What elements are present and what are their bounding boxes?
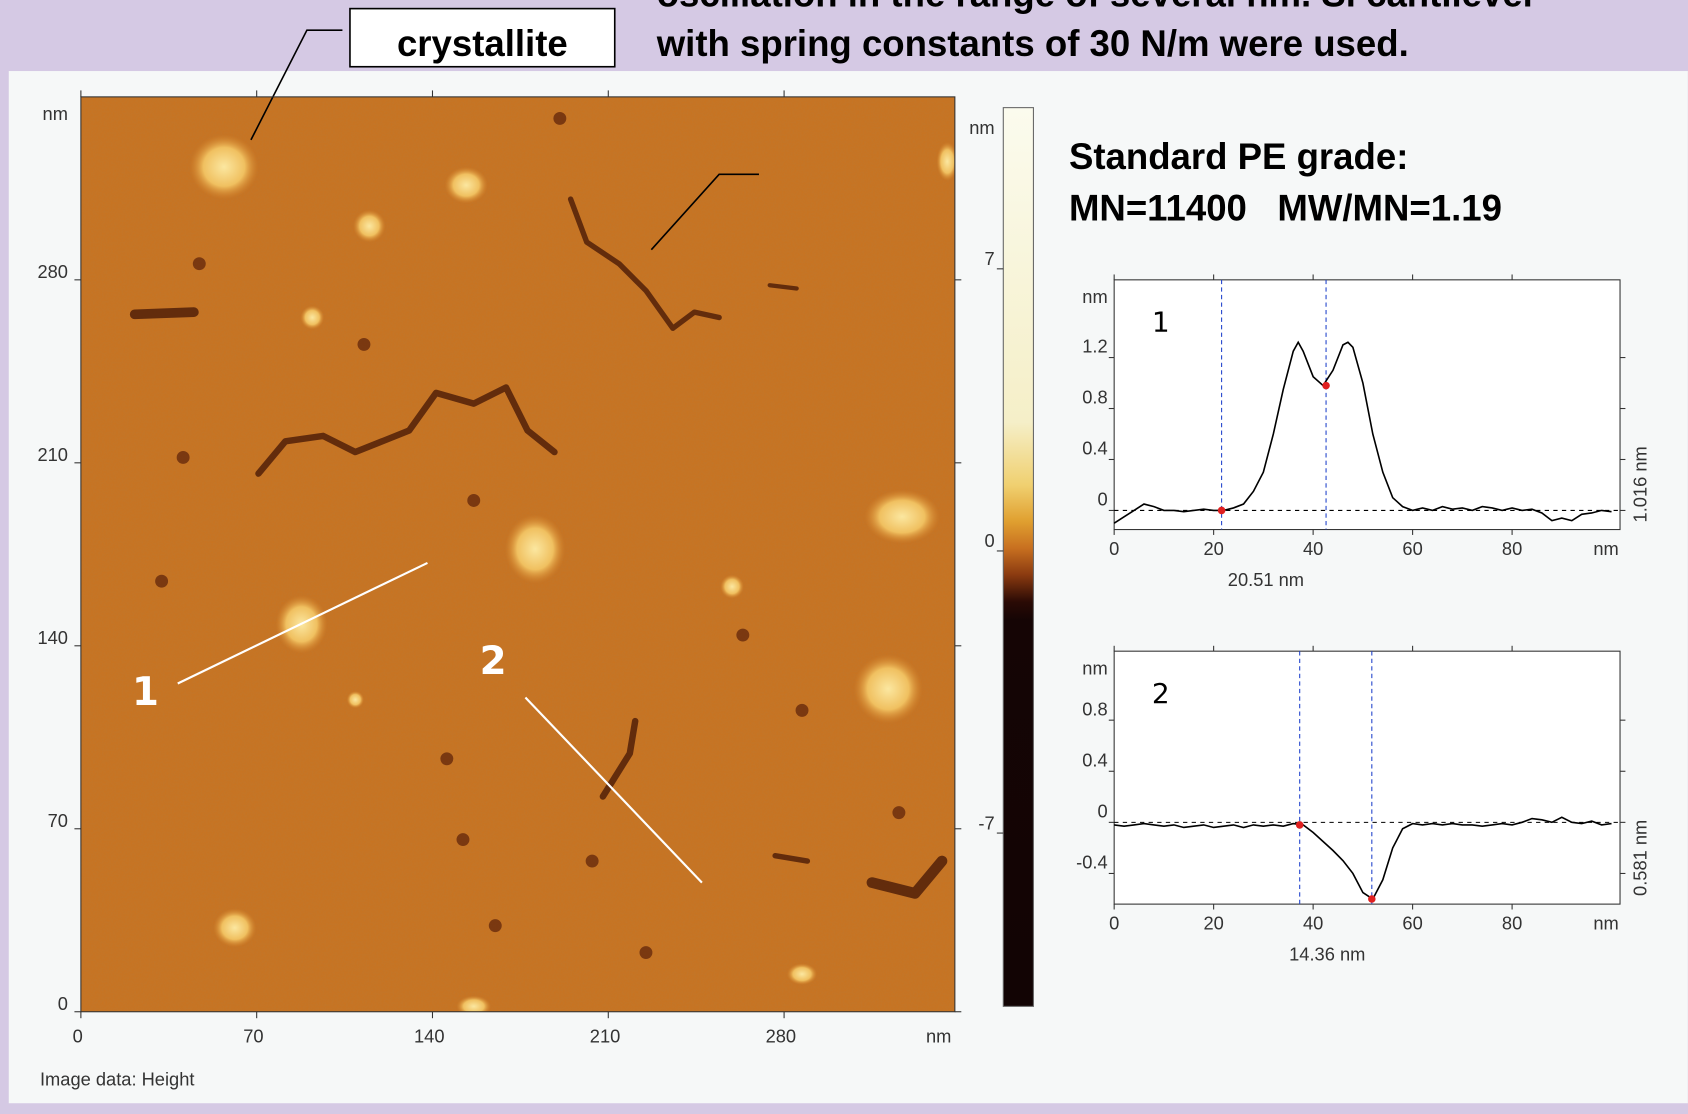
- x-tick-label: 20: [1203, 538, 1223, 559]
- crystallite-feature: [854, 654, 923, 723]
- dark-feature: [357, 338, 370, 351]
- y-unit: nm: [43, 103, 68, 124]
- callout-label: crystallite: [397, 23, 568, 64]
- crystallite-feature: [505, 514, 565, 583]
- x-tick-label: 0: [1109, 538, 1119, 559]
- x-tick-label: 0: [1109, 912, 1119, 933]
- dark-feature: [467, 494, 480, 507]
- crystallite-feature: [213, 908, 256, 947]
- y-tick-label: 0.4: [1082, 749, 1107, 770]
- crystallite-feature: [353, 210, 385, 242]
- panel-label: 1: [1152, 306, 1170, 339]
- dark-feature: [892, 806, 905, 819]
- y-tick-label: 0.8: [1082, 387, 1107, 408]
- y-unit: nm: [1082, 286, 1107, 307]
- colorbar-unit: nm: [969, 117, 994, 138]
- header-text: oscillation in the range of several nm. …: [657, 0, 1537, 14]
- x-tick-label: 20: [1203, 912, 1223, 933]
- y-tick-label: 0: [1098, 489, 1108, 510]
- y-tick-label: -0.4: [1076, 852, 1108, 873]
- crystallite-feature: [347, 691, 364, 708]
- x-tick-label: 40: [1303, 538, 1323, 559]
- crystallite-feature: [864, 490, 939, 544]
- y-tick-label: 280: [37, 261, 68, 282]
- crystallite-feature: [787, 963, 817, 985]
- crystallite-feature: [720, 575, 744, 599]
- cursor-marker: [1368, 895, 1376, 903]
- height-range: 0.581 nm: [1629, 820, 1650, 896]
- colorbar-tick-label: -7: [978, 812, 994, 833]
- x-tick-label: 280: [766, 1025, 797, 1046]
- x-tick-label: 210: [590, 1025, 621, 1046]
- y-tick-label: 0: [58, 993, 68, 1014]
- x-tick-label: 40: [1303, 912, 1323, 933]
- x-unit: nm: [1593, 538, 1618, 559]
- cursor-distance: 20.51 nm: [1228, 569, 1304, 590]
- footer-text: Image data: Height: [40, 1068, 194, 1089]
- cursor-marker: [1296, 821, 1304, 829]
- dark-feature: [440, 752, 453, 765]
- y-tick-label: 70: [48, 810, 68, 831]
- dark-feature: [553, 112, 566, 125]
- dark-feature: [489, 919, 502, 932]
- dark-feature: [177, 451, 190, 464]
- dark-feature: [639, 946, 652, 959]
- crystallite-feature: [190, 135, 259, 200]
- colorbar-tick-label: 0: [985, 530, 995, 551]
- y-tick-label: 0: [1098, 800, 1108, 821]
- profile-marker: 1: [132, 670, 159, 715]
- dark-feature: [193, 257, 206, 270]
- x-unit: nm: [1593, 912, 1618, 933]
- x-tick-label: 70: [243, 1025, 263, 1046]
- cursor-distance: 14.36 nm: [1289, 944, 1365, 965]
- dark-feature: [736, 629, 749, 642]
- dark-feature: [457, 833, 470, 846]
- dark-feature: [796, 704, 809, 717]
- height-range: 1.016 nm: [1629, 446, 1650, 522]
- sample-parameters: MN=11400 MW/MN=1.19: [1069, 188, 1502, 229]
- x-tick-label: 80: [1502, 538, 1522, 559]
- colorbar: [1003, 108, 1033, 1007]
- y-tick-label: 0.8: [1082, 698, 1107, 719]
- slide: oscillation in the range of several nm. …: [0, 0, 1688, 1114]
- x-tick-label: 60: [1402, 538, 1422, 559]
- y-unit: nm: [1082, 657, 1107, 678]
- cursor-marker: [1322, 382, 1330, 390]
- colorbar-tick-label: 7: [985, 248, 995, 269]
- plot-area: [1114, 651, 1620, 904]
- profile-marker: 2: [480, 639, 507, 684]
- sample-title: Standard PE grade:: [1069, 136, 1408, 177]
- y-tick-label: 210: [37, 444, 68, 465]
- dark-feature: [586, 855, 599, 868]
- x-tick-label: 60: [1402, 912, 1422, 933]
- coil-feature: [135, 312, 194, 314]
- x-tick-label: 0: [73, 1025, 83, 1046]
- x-tick-label: 140: [414, 1025, 445, 1046]
- x-unit: nm: [926, 1025, 951, 1046]
- cursor-marker: [1218, 507, 1226, 515]
- crystallite-feature: [300, 306, 324, 330]
- dark-feature: [155, 575, 168, 588]
- x-tick-label: 80: [1502, 912, 1522, 933]
- crystallite-feature: [445, 167, 488, 204]
- y-tick-label: 0.4: [1082, 438, 1107, 459]
- y-tick-label: 140: [37, 627, 68, 648]
- header-text: with spring constants of 30 N/m were use…: [656, 23, 1409, 64]
- y-tick-label: 1.2: [1082, 336, 1107, 357]
- afm-image: [81, 97, 958, 1017]
- panel-label: 2: [1152, 677, 1170, 710]
